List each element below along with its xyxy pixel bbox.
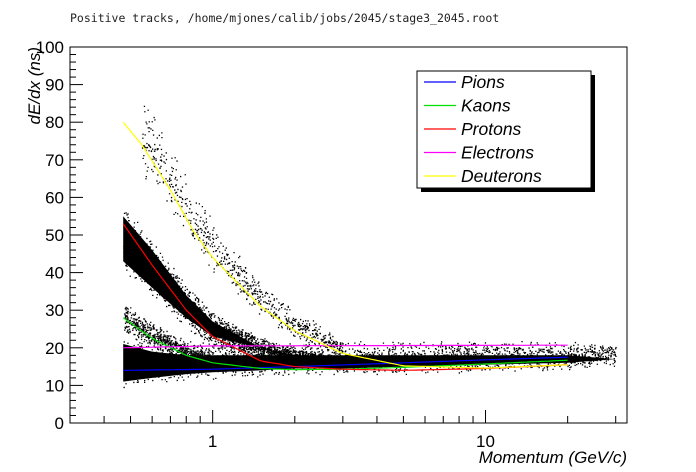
dense-core xyxy=(123,344,616,382)
legend-label-kaons: Kaons xyxy=(461,96,511,116)
y-tick-label: 100 xyxy=(36,38,64,57)
y-tick-label: 30 xyxy=(45,301,64,320)
x-tick-label: 1 xyxy=(208,432,217,451)
y-tick-label: 60 xyxy=(45,188,64,207)
y-tick-label: 40 xyxy=(45,264,64,283)
model-curves xyxy=(122,121,568,371)
page-title: Positive tracks, /home/mjones/calib/jobs… xyxy=(70,11,500,25)
legend-label-pions: Pions xyxy=(461,72,505,92)
y-tick-label: 0 xyxy=(55,414,64,433)
y-tick-label: 80 xyxy=(45,113,64,132)
curve-electrons xyxy=(123,344,568,349)
y-axis-title: dE/dx (ns) xyxy=(25,47,44,124)
scatter-band xyxy=(124,306,214,370)
scatter-points xyxy=(123,105,617,389)
legend-label-protons: Protons xyxy=(461,119,522,139)
curve-deuterons xyxy=(122,121,568,369)
y-tick-label: 90 xyxy=(45,76,64,95)
dense-proton-band xyxy=(123,216,343,367)
legend: Pions Kaons Protons Electrons Deuterons xyxy=(416,70,595,192)
legend-label-deuterons: Deuterons xyxy=(461,166,542,186)
scatter-band xyxy=(141,105,344,355)
y-tick-label: 20 xyxy=(45,339,64,358)
x-axis-title: Momentum (GeV/c) xyxy=(479,448,627,467)
y-tick-label: 10 xyxy=(45,376,64,395)
y-tick-label: 70 xyxy=(45,151,64,170)
x-tick-label: 10 xyxy=(476,432,495,451)
y-tick-label: 50 xyxy=(45,226,64,245)
curve-pions xyxy=(123,356,568,371)
legend-label-electrons: Electrons xyxy=(461,143,534,163)
